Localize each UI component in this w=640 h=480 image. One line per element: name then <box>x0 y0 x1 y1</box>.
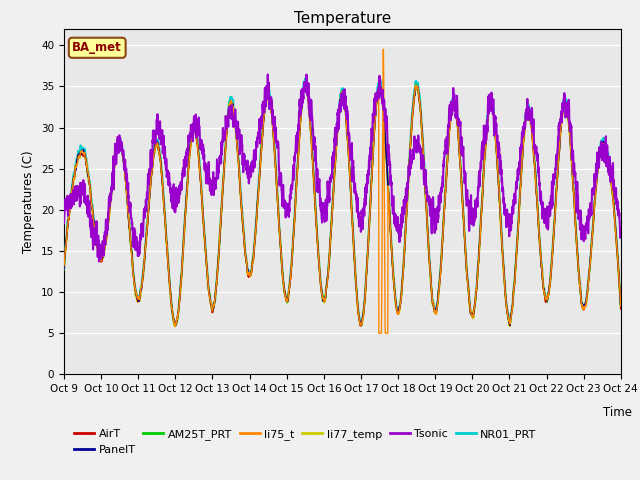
Title: Temperature: Temperature <box>294 11 391 26</box>
Legend: AirT, PanelT, AM25T_PRT, li75_t, li77_temp, Tsonic, NR01_PRT: AirT, PanelT, AM25T_PRT, li75_t, li77_te… <box>70 425 541 459</box>
X-axis label: Time: Time <box>603 406 632 419</box>
Y-axis label: Temperatures (C): Temperatures (C) <box>22 150 35 253</box>
Text: BA_met: BA_met <box>72 41 122 54</box>
